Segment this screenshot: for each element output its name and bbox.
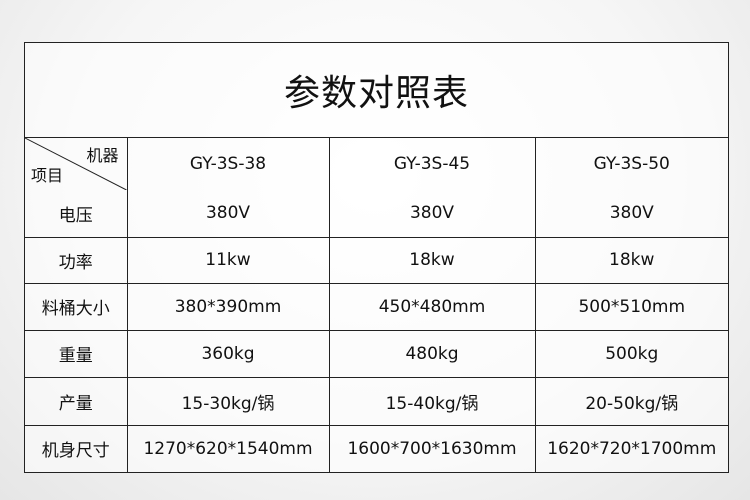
table-row: 功率 11kw 18kw 18kw <box>25 236 728 284</box>
cell-value: 15-40kg/锅 <box>328 376 536 426</box>
cell-value: 380*390mm <box>126 282 330 331</box>
cell-value: 18kw <box>534 236 728 284</box>
table-row: 产量 15-30kg/锅 15-40kg/锅 20-50kg/锅 <box>25 376 728 426</box>
page-title: 参数对照表 <box>25 43 728 138</box>
model-header: GY-3S-45 <box>328 138 536 190</box>
table-row: 电压 380V 380V 380V <box>25 190 728 238</box>
model-header: GY-3S-38 <box>126 138 330 190</box>
cell-value: 500kg <box>534 329 728 378</box>
cell-value: 18kw <box>328 236 536 284</box>
cell-value: 500*510mm <box>534 282 728 331</box>
corner-item-label: 项目 <box>31 166 64 185</box>
cell-value: 450*480mm <box>328 282 536 331</box>
cell-value: 380V <box>328 190 536 238</box>
cell-value: 15-30kg/锅 <box>126 376 330 426</box>
cell-value: 380V <box>126 190 330 238</box>
cell-value: 20-50kg/锅 <box>534 376 728 426</box>
header-row: 机器 项目 GY-3S-38 GY-3S-45 GY-3S-50 <box>25 138 728 190</box>
table-row: 重量 360kg 480kg 500kg <box>25 329 728 378</box>
cell-value: 380V <box>534 190 728 238</box>
row-label: 产量 <box>25 376 128 426</box>
table-row: 机身尺寸 1270*620*1540mm 1600*700*1630mm 1620*7… <box>25 424 728 472</box>
row-label: 电压 <box>25 190 128 238</box>
row-label: 重量 <box>25 329 128 378</box>
row-label: 料桶大小 <box>25 282 128 331</box>
cell-value: 1600*700*1630mm <box>328 424 536 472</box>
cell-value: 1620*720*1700mm <box>534 424 728 472</box>
cell-value: 1270*620*1540mm <box>126 424 330 472</box>
spec-table-container: 参数对照表 机器 项目 GY-3S-38 GY-3S-45 GY-3S-50 电… <box>24 42 729 473</box>
model-header: GY-3S-50 <box>534 138 728 190</box>
table-row: 料桶大小 380*390mm 450*480mm 500*510mm <box>25 282 728 331</box>
cell-value: 11kw <box>126 236 330 284</box>
corner-machine-label: 机器 <box>86 146 119 165</box>
cell-value: 480kg <box>328 329 536 378</box>
spec-table: 机器 项目 GY-3S-38 GY-3S-45 GY-3S-50 电压 380V 3… <box>25 138 728 472</box>
corner-cell: 机器 项目 <box>25 138 128 190</box>
diagonal-divider <box>25 138 127 190</box>
cell-value: 360kg <box>126 329 330 378</box>
row-label: 功率 <box>25 236 128 284</box>
row-label: 机身尺寸 <box>25 424 128 472</box>
